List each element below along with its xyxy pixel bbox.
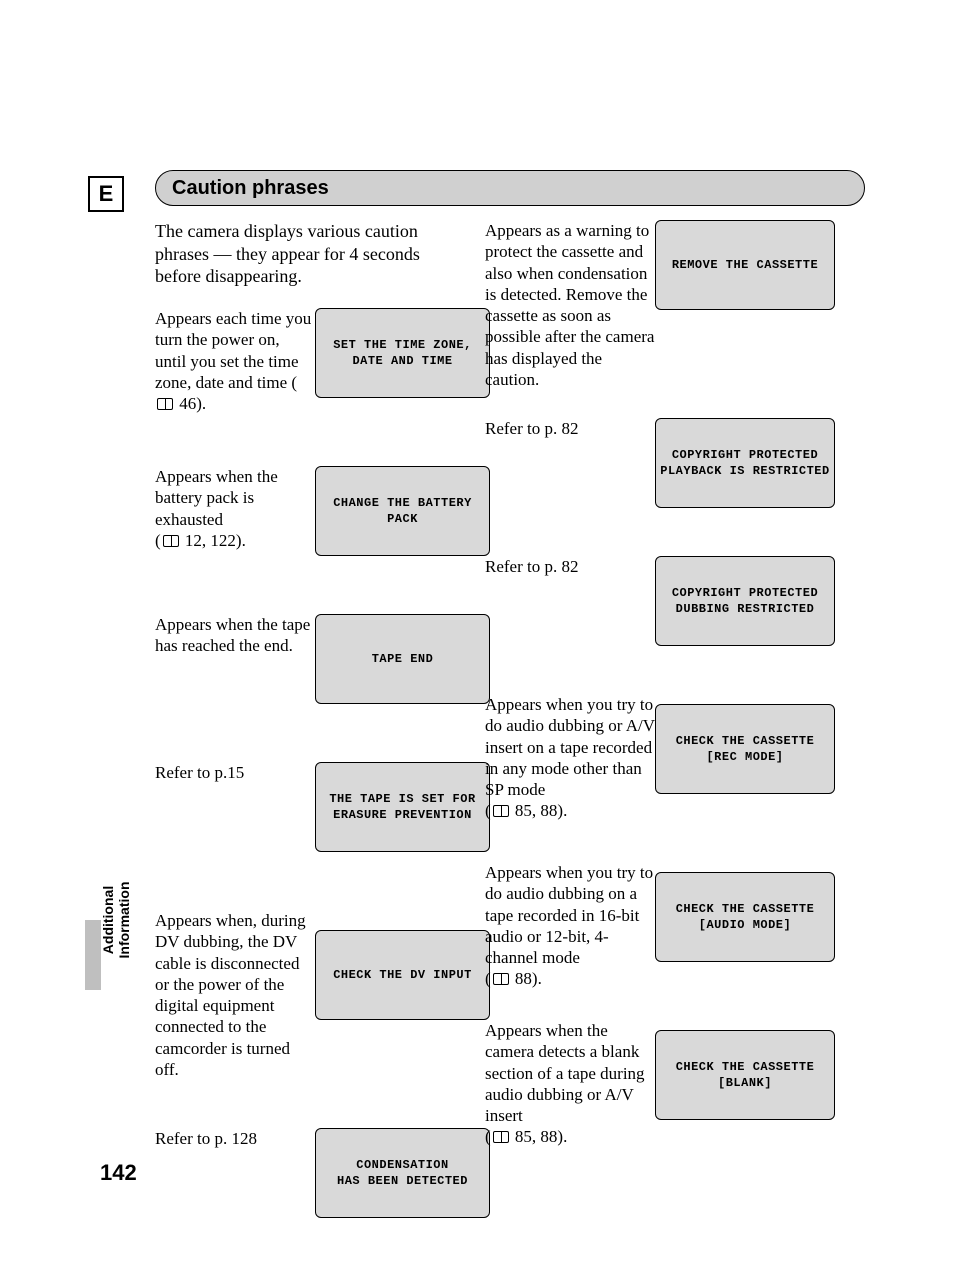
- page-reference: 85, 88: [511, 1127, 558, 1146]
- page-reference: 12, 122: [181, 531, 236, 550]
- caution-phrase-box: CHECK THE CASSETTE [AUDIO MODE]: [655, 872, 835, 962]
- language-indicator: E: [88, 176, 124, 212]
- left-caution-row: Refer to p. 128 CONDENSATION HAS BEEN DET…: [155, 1128, 495, 1238]
- page-reference: 46: [175, 394, 196, 413]
- caution-phrase-box: COPYRIGHT PROTECTED PLAYBACK IS RESTRICT…: [655, 418, 835, 508]
- caution-description: Appears each time you turn the power on,…: [155, 308, 315, 414]
- desc-text-post: ).: [557, 1127, 567, 1146]
- right-caution-row: Appears when the camera detects a blank …: [485, 1020, 845, 1148]
- caution-description: Appears when the tape has reached the en…: [155, 614, 315, 657]
- caution-phrase-box: CHANGE THE BATTERY PACK: [315, 466, 490, 556]
- caution-description: Appears when, during DV dubbing, the DV …: [155, 910, 315, 1080]
- right-caution-row: Refer to p. 82 COPYRIGHT PROTECTED PLAYBA…: [485, 418, 845, 528]
- caution-description: Refer to p. 82: [485, 418, 655, 439]
- side-section-label: AdditionalInformation: [100, 860, 132, 980]
- caution-description: Refer to p. 128: [155, 1128, 315, 1149]
- left-caution-row: Appears each time you turn the power on,…: [155, 308, 495, 438]
- caution-description: Appears when you try to do audio dubbing…: [485, 862, 655, 990]
- page-reference: 85, 88: [511, 801, 558, 820]
- section-title: Caution phrases: [155, 170, 865, 206]
- book-icon: [493, 805, 509, 817]
- left-caution-row: Appears when the battery pack is exhaust…: [155, 466, 495, 586]
- intro-text: The camera displays various caution phra…: [155, 220, 465, 288]
- desc-text: Appears each time you turn the power on,…: [155, 309, 311, 392]
- desc-text: Appears when the tape has reached the en…: [155, 615, 310, 655]
- desc-text: Refer to p. 82: [485, 419, 578, 438]
- left-caution-row: Appears when, during DV dubbing, the DV …: [155, 910, 495, 1100]
- caution-phrase-box: CHECK THE CASSETTE [BLANK]: [655, 1030, 835, 1120]
- caution-phrase-box: TAPE END: [315, 614, 490, 704]
- right-caution-row: Appears when you try to do audio dubbing…: [485, 694, 845, 834]
- desc-text: Refer to p. 128: [155, 1129, 257, 1148]
- desc-text: Appears as a warning to protect the cass…: [485, 221, 654, 389]
- caution-phrase-box: CHECK THE CASSETTE [REC MODE]: [655, 704, 835, 794]
- caution-description: Appears when the camera detects a blank …: [485, 1020, 655, 1148]
- book-icon: [163, 535, 179, 547]
- caution-phrase-box: CONDENSATION HAS BEEN DETECTED: [315, 1128, 490, 1218]
- desc-text: Refer to p. 82: [485, 557, 578, 576]
- caution-phrase-box: CHECK THE DV INPUT: [315, 930, 490, 1020]
- caution-phrase-box: COPYRIGHT PROTECTED DUBBING RESTRICTED: [655, 556, 835, 646]
- desc-text: Appears when, during DV dubbing, the DV …: [155, 911, 306, 1079]
- book-icon: [493, 1131, 509, 1143]
- caution-phrase-box: SET THE TIME ZONE, DATE AND TIME: [315, 308, 490, 398]
- right-caution-row: Refer to p. 82 COPYRIGHT PROTECTED DUBBIN…: [485, 556, 845, 666]
- caution-description: Refer to p.15: [155, 762, 315, 783]
- caution-phrase-box: THE TAPE IS SET FOR ERASURE PREVENTION: [315, 762, 490, 852]
- page-reference: 88: [511, 969, 532, 988]
- desc-text-post: ).: [557, 801, 567, 820]
- caution-phrase-box: REMOVE THE CASSETTE: [655, 220, 835, 310]
- side-tab: [85, 920, 101, 990]
- desc-text-post: ).: [532, 969, 542, 988]
- caution-description: Refer to p. 82: [485, 556, 655, 577]
- desc-text-post: ).: [236, 531, 246, 550]
- left-caution-row: Refer to p.15 THE TAPE IS SET FOR ERASURE…: [155, 762, 495, 882]
- caution-description: Appears when the battery pack is exhaust…: [155, 466, 315, 551]
- right-caution-row: Appears as a warning to protect the cass…: [485, 220, 845, 390]
- left-caution-row: Appears when the tape has reached the en…: [155, 614, 495, 734]
- left-column: Appears each time you turn the power on,…: [155, 308, 495, 1266]
- book-icon: [493, 973, 509, 985]
- caution-description: Appears as a warning to protect the cass…: [485, 220, 655, 390]
- caution-description: Appears when you try to do audio dubbing…: [485, 694, 655, 822]
- right-column: Appears as a warning to protect the cass…: [485, 220, 845, 1176]
- desc-text-post: ).: [196, 394, 206, 413]
- book-icon: [157, 398, 173, 410]
- right-caution-row: Appears when you try to do audio dubbing…: [485, 862, 845, 992]
- page-number: 142: [100, 1160, 137, 1186]
- desc-text: Refer to p.15: [155, 763, 244, 782]
